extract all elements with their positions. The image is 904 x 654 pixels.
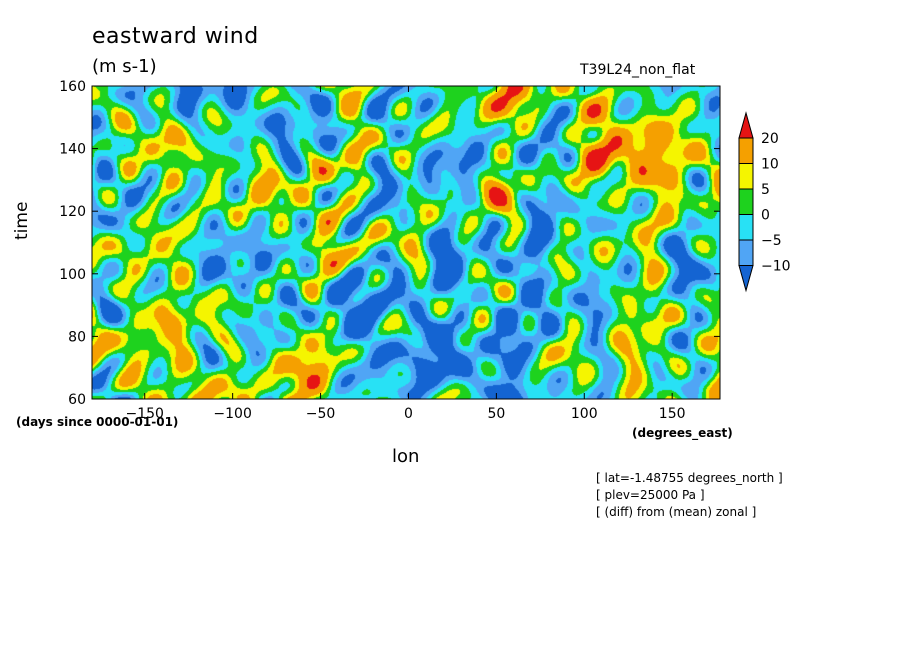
x-axis-units: (degrees_east) <box>632 426 733 440</box>
colorbar-label: −10 <box>761 259 791 275</box>
y-tick-label: 140 <box>59 142 86 158</box>
y-tick-label: 60 <box>68 392 86 408</box>
y-tick-label: 80 <box>68 329 86 345</box>
note-latitude: [ lat=-1.48755 degrees_north ] <box>596 471 783 485</box>
colorbar-label: 10 <box>761 157 779 173</box>
y-axis: 60 80 100 120 140 160 <box>59 79 720 408</box>
contour-field <box>92 86 720 399</box>
plot-frame <box>91 85 721 400</box>
colorbar-segment <box>738 214 754 241</box>
colorbar-label: −5 <box>761 233 782 249</box>
colorbar-segment <box>738 111 754 139</box>
x-axis-label: lon <box>392 446 420 467</box>
chart-title: eastward wind <box>92 24 259 49</box>
x-tick-label: 0 <box>404 406 413 422</box>
x-tick-label: −150 <box>126 406 164 422</box>
colorbar-segment <box>738 188 754 215</box>
note-diff: [ (diff) from (mean) zonal ] <box>596 505 757 519</box>
x-tick-label: −100 <box>213 406 251 422</box>
x-tick-label: −50 <box>306 406 336 422</box>
colorbar-label: 0 <box>761 208 770 224</box>
x-tick-label: 50 <box>487 406 505 422</box>
y-tick-label: 160 <box>59 79 86 95</box>
colorbar-segment <box>738 137 754 164</box>
x-axis: −150 −100 −50 0 50 100 150 <box>126 86 686 422</box>
x-tick-label: 150 <box>659 406 686 422</box>
colorbar-segment <box>738 163 754 190</box>
colorbar-label: 5 <box>761 182 770 198</box>
contour-raster <box>92 86 720 399</box>
chart-units: (m s-1) <box>92 56 157 77</box>
y-tick-label: 100 <box>59 267 86 283</box>
colorbar-label: 20 <box>761 131 779 147</box>
colorbar-segment <box>738 239 754 266</box>
y-axis-units: (days since 0000-01-01) <box>16 415 179 429</box>
colorbar-segment <box>738 265 754 293</box>
colorbar: 20 10 5 0 −5 −10 <box>738 111 791 293</box>
y-tick-label: 120 <box>59 204 86 220</box>
experiment-label: T39L24_non_flat <box>580 62 696 78</box>
note-pressure-level: [ plev=25000 Pa ] <box>596 488 705 502</box>
x-tick-label: 100 <box>571 406 598 422</box>
